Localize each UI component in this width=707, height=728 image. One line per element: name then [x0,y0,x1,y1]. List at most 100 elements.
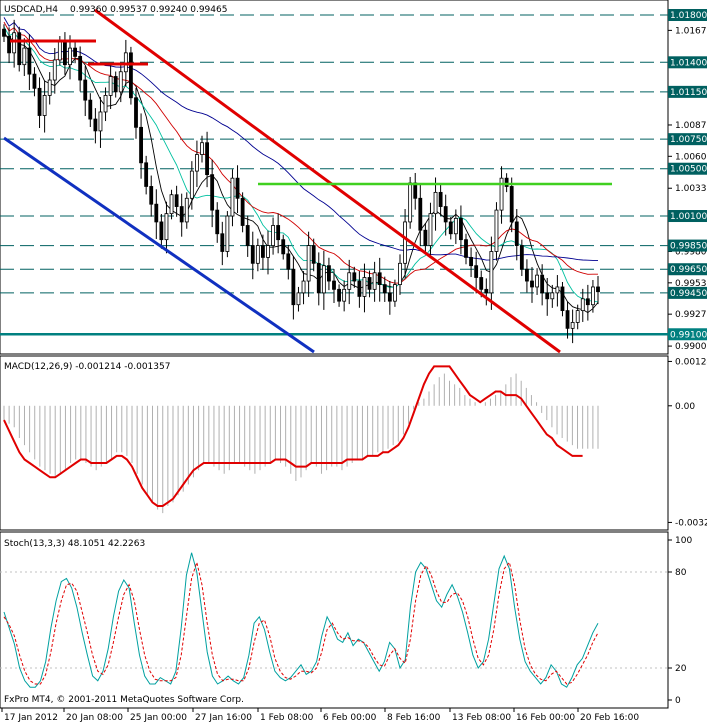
x-tick-label: 20 Jan 08:00 [66,713,123,723]
candle-body [245,225,250,246]
candle-body [200,142,204,155]
candle-body [88,99,93,120]
candle-body [504,177,509,187]
candle-body [134,97,138,128]
candle-body [525,268,529,282]
stoch-signal-line [3,560,599,685]
candle-body [443,206,448,223]
candle-body [225,215,230,252]
candle-body [78,55,83,81]
candle-body [261,245,265,258]
candle-body [179,206,184,223]
level-label-box [668,162,707,175]
candle-body [499,177,504,211]
candle-body [63,40,67,66]
candle-body [469,257,473,267]
candle-body [276,225,281,241]
level-label: 1.00500 [670,165,707,175]
candle-body [565,310,570,329]
x-tick-label: 6 Feb 00:00 [323,713,377,723]
level-label-box [668,239,707,252]
candle-body [32,73,37,89]
candle-body [129,52,133,99]
stoch-ytick-label: 100 [675,536,692,546]
moving-average-line [3,21,598,284]
candle-body [428,213,433,246]
candle-body [332,280,336,290]
copyright-text: FxPro MT4, © 2001-2011 MetaQuotes Softwa… [4,695,244,705]
candle-body [17,32,22,66]
support-label: 0.99100 [670,330,707,340]
candle-body [301,280,306,294]
candle-body [382,284,387,294]
candle-body [540,274,545,294]
macd-ytick-label: -0.00326 [675,518,707,528]
candle-body [479,277,484,290]
candle-body [98,111,103,132]
candle-body [316,262,321,294]
candle-body [570,322,575,329]
candle-body [144,162,149,187]
candle-body [174,194,179,207]
candle-body [205,142,209,176]
price-ytick-label: 0.99000 [675,342,707,352]
candle-body [52,59,57,81]
candle-body [403,221,407,264]
candle-body [530,280,534,288]
x-tick-label: 1 Feb 08:00 [260,713,314,723]
level-label-box [668,85,707,98]
candle-body [357,280,362,297]
macd-ytick-label: 0.00124 [675,357,707,367]
level-label: 0.99650 [670,265,707,275]
candle-body [585,298,590,306]
candle-body [311,245,316,264]
candle-body [327,265,331,282]
candle-body [164,213,169,241]
macd-panel-frame [0,355,669,531]
candle-body [83,79,88,101]
candle-body [459,217,463,241]
candle-body [255,245,260,264]
price-panel-frame [0,0,669,355]
candle-body [184,197,189,223]
candle-body [57,40,62,61]
candle-body [408,182,413,223]
candle-body [139,126,143,164]
stoch-ytick-label: 20 [675,664,687,674]
x-tick-label: 20 Feb 16:00 [580,713,639,723]
candle-body [271,225,275,246]
candle-body [149,186,154,205]
candle-body [266,245,270,258]
candle-body [220,233,225,252]
candle-body [342,288,347,302]
candle-body [418,197,423,231]
macd-signal-polyline [3,365,583,507]
macd-title: MACD(12,26,9) -0.001214 -0.001357 [4,362,170,372]
stoch-panel-frame [0,531,669,709]
price-ytick-label: 1.00605 [675,152,707,162]
x-tick-label: 16 Feb 00:00 [516,713,575,723]
trendlines [3,8,612,354]
price-ytick-label: 0.99535 [675,279,707,289]
candle-body [484,288,489,294]
support-label-box [668,328,707,341]
candle-body [433,191,438,215]
candle-body [37,87,42,116]
candle-body [494,209,499,252]
candle-body [591,286,595,306]
candle-body [215,209,220,235]
level-label: 1.00100 [670,212,707,222]
resistance-trendline [94,8,561,354]
candle-body [108,76,113,96]
candle-body [372,272,377,290]
stoch-main-line [3,552,599,688]
macd-ytick-label: 0.00 [675,402,695,412]
candle-body [281,239,286,255]
candle-body [362,277,367,297]
moving-average-line [3,26,599,303]
stoch-grid [0,571,668,669]
